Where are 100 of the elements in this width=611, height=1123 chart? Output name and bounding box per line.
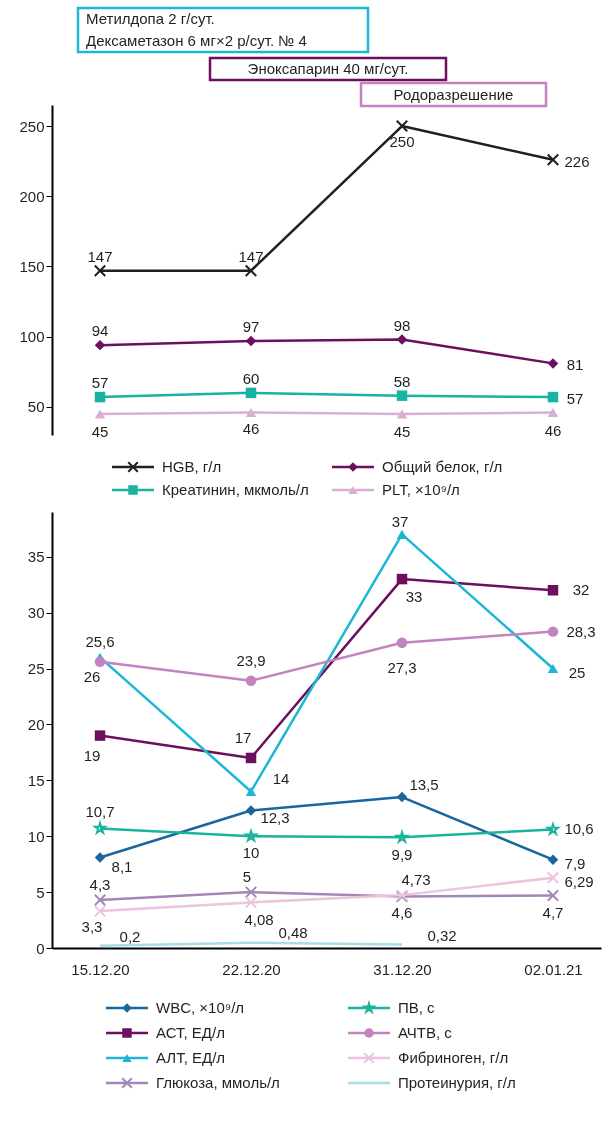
point <box>244 264 258 277</box>
y-tick-label: 50 <box>27 398 45 416</box>
data-label: 14 <box>272 770 290 788</box>
y-tick-label: 35 <box>27 548 45 566</box>
x-tick-label: 15.12.20 <box>71 960 130 978</box>
y-tick-label: 5 <box>36 883 45 901</box>
text: Эноксапарин 40 мг/сут. <box>247 60 409 77</box>
point <box>396 637 408 649</box>
data-label: 32 <box>572 581 590 599</box>
point <box>547 663 559 674</box>
data-label: 5 <box>242 868 252 886</box>
data-label: 58 <box>393 372 411 390</box>
point <box>93 264 107 277</box>
data-label: 23,9 <box>236 651 266 669</box>
data-label: 33 <box>405 588 423 606</box>
data-label: 98 <box>393 316 411 334</box>
data-label: 0,48 <box>278 923 308 941</box>
point <box>94 656 106 668</box>
point <box>396 573 408 585</box>
text: Метилдопа 2 г/сут. <box>86 10 215 27</box>
y-tick-label: 20 <box>27 715 45 733</box>
x-tick-label: 02.01.21 <box>524 960 583 978</box>
point <box>94 409 106 419</box>
point <box>94 339 106 351</box>
data-label: 4,73 <box>401 871 431 889</box>
data-label: 13,5 <box>409 776 439 794</box>
point <box>547 585 559 596</box>
point <box>395 119 409 133</box>
y-tick-label: 15 <box>27 771 45 789</box>
y-tick-label: 250 <box>19 117 45 135</box>
point <box>94 391 106 403</box>
data-label: 57 <box>91 374 109 392</box>
data-label: 10 <box>242 844 260 862</box>
legend-label: ПВ, с <box>398 999 436 1016</box>
data-label: 4,6 <box>391 903 413 921</box>
y-tick-label: 10 <box>27 827 45 845</box>
point <box>547 626 559 637</box>
y-tick-label: 25 <box>27 660 45 678</box>
data-label: 0,32 <box>427 927 457 945</box>
x-tick-label: 22.12.20 <box>222 960 281 978</box>
legend-label: АЧТВ, с <box>398 1024 453 1041</box>
text: Дексаметазон 6 мг×2 р/сут. № 4 <box>86 32 307 49</box>
data-label: 4,3 <box>89 875 111 893</box>
point <box>244 896 258 909</box>
data-label: 0,2 <box>119 927 141 945</box>
legend-label: Фибриноген, г/л <box>398 1049 509 1066</box>
point <box>245 387 257 399</box>
data-label: 10,7 <box>85 803 115 821</box>
data-label: 46 <box>544 421 562 439</box>
point <box>245 752 257 764</box>
legend-label: Креатинин, мкмоль/л <box>162 481 309 498</box>
data-label: 60 <box>242 369 260 387</box>
point <box>546 889 560 902</box>
point <box>396 390 408 401</box>
legend-label: Глюкоза, ммоль/л <box>156 1074 280 1091</box>
point <box>547 358 559 369</box>
point <box>93 904 107 918</box>
data-label: 28,3 <box>566 622 596 640</box>
y-tick-label: 200 <box>19 187 45 205</box>
legend-label: WBC, ×10⁹/л <box>156 999 245 1016</box>
point <box>244 885 258 899</box>
text: Родоразрешение <box>393 85 514 103</box>
data-label: 19 <box>83 746 101 764</box>
data-label: 94 <box>91 322 109 340</box>
data-label: 12,3 <box>260 809 290 827</box>
data-label: 46 <box>242 419 260 437</box>
data-label: 4,7 <box>542 904 564 922</box>
point <box>245 675 257 687</box>
legend-label: АЛТ, ЕД/л <box>156 1049 226 1066</box>
data-label: 9,9 <box>391 846 413 864</box>
legend-label: Общий белок, г/л <box>382 458 503 475</box>
data-label: 45 <box>91 422 109 440</box>
point <box>94 730 106 741</box>
point <box>547 407 559 418</box>
data-label: 3,3 <box>81 918 103 936</box>
data-label: 57 <box>566 390 584 408</box>
point <box>546 153 560 167</box>
y-tick-label: 0 <box>36 939 45 957</box>
point <box>546 871 560 884</box>
data-label: 17 <box>234 728 252 746</box>
point <box>93 893 107 907</box>
data-label: 6,29 <box>564 872 594 890</box>
data-label: 25 <box>568 663 586 681</box>
data-label: 147 <box>238 247 264 265</box>
legend-label: АСТ, ЕД/л <box>156 1024 225 1041</box>
point <box>396 791 408 803</box>
data-label: 81 <box>566 356 584 374</box>
data-label: 45 <box>393 422 411 440</box>
data-label: 26 <box>83 668 101 686</box>
legend-label: Протеинурия, г/л <box>398 1074 516 1091</box>
point <box>547 854 559 865</box>
point <box>396 334 408 345</box>
data-label: 37 <box>391 513 409 531</box>
legend-label: HGB, г/л <box>162 458 222 475</box>
point <box>245 805 257 816</box>
data-label: 8,1 <box>111 858 133 876</box>
point <box>547 391 559 403</box>
data-label: 27,3 <box>387 658 417 676</box>
point <box>245 786 257 797</box>
y-tick-label: 150 <box>19 257 45 275</box>
